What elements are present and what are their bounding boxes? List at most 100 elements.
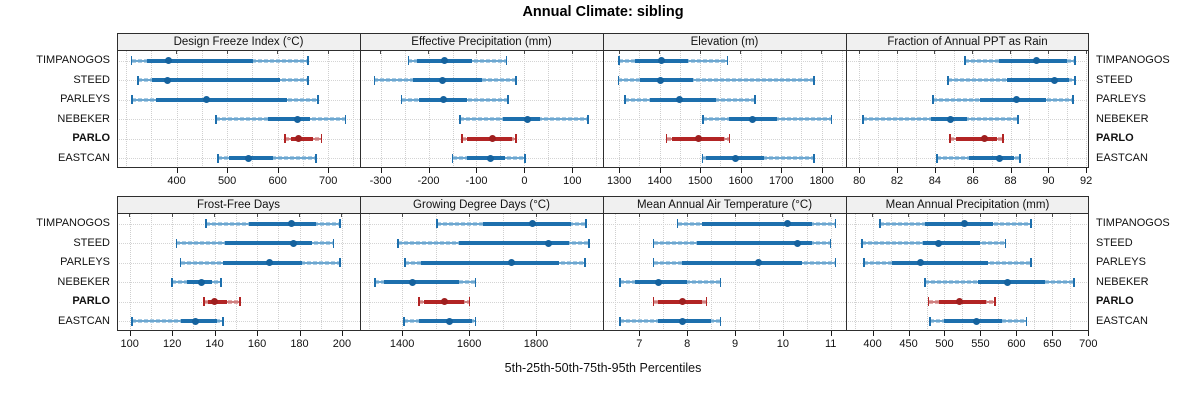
axis-tick-top (176, 51, 178, 54)
range-line (618, 79, 814, 82)
axis-tick (980, 331, 982, 336)
whisker-cap-low (619, 277, 621, 287)
median-dot (446, 317, 454, 325)
panel-separator (359, 33, 361, 168)
gridline-vertical (980, 214, 982, 331)
axis-tick (1088, 331, 1090, 336)
whisker-cap-low (175, 238, 178, 248)
whisker-cap-high (1019, 153, 1021, 163)
axis-tick-top (571, 51, 573, 54)
whisker-cap-high (1029, 219, 1032, 229)
axis-tick-label: 1600 (728, 175, 753, 187)
gridline-vertical (915, 51, 917, 168)
whisker-cap-low (676, 219, 679, 229)
whisker-cap-low (436, 219, 438, 229)
axis-tick (1016, 331, 1018, 336)
median-dot (793, 239, 801, 247)
gridline-vertical (320, 214, 322, 331)
median-dot (678, 298, 686, 306)
gridline-vertical (659, 51, 661, 168)
axis-tick-top (277, 51, 279, 54)
median-dot (198, 278, 206, 286)
whisker-cap-low (947, 75, 949, 85)
gridline-vertical (1016, 214, 1018, 331)
panel-elevation-m (603, 51, 846, 168)
whisker-cap-low (373, 75, 376, 85)
axis-tick (536, 331, 538, 336)
site-label-right-parlo: PARLO (1096, 132, 1134, 145)
iqr-band-25-75 (1006, 78, 1070, 83)
median-dot (678, 317, 686, 325)
whisker-cap-low (459, 114, 461, 124)
iqr-band-25-75 (467, 156, 505, 161)
axis-tick-label: 7 (636, 338, 643, 350)
axis-tick-top (226, 51, 228, 54)
axis-tick (328, 168, 330, 173)
whisker-cap-high (222, 316, 224, 326)
site-label-left-parlo: PARLO (72, 295, 110, 308)
gridline-vertical (801, 51, 803, 168)
axis-tick-label: 650 (1043, 338, 1062, 350)
whisker-cap-high (834, 258, 837, 268)
iqr-band-25-75 (248, 221, 317, 226)
site-label-right-parleys: PARLEYS (1096, 93, 1146, 106)
whisker-cap-low (131, 316, 133, 326)
whisker-cap-low (205, 219, 207, 229)
median-dot (529, 220, 537, 228)
site-label-right-nebeker: NEBEKER (1096, 112, 1149, 125)
whisker-cap-low (617, 75, 620, 85)
axis-tick (380, 168, 382, 173)
median-dot (165, 57, 173, 65)
gridline-vertical (548, 51, 550, 168)
chart-title: Annual Climate: sibling (522, 4, 684, 20)
gridline-vertical (435, 214, 437, 331)
gridline-vertical (859, 51, 861, 168)
gridline-vertical (500, 51, 502, 168)
whisker-cap-low (929, 316, 931, 326)
axis-tick-label: 400 (863, 338, 882, 350)
axis-tick-top (428, 51, 430, 54)
gridline-vertical (841, 51, 843, 168)
axis-tick-top (475, 51, 477, 54)
axis-tick-top (734, 214, 736, 217)
iqr-band-25-75 (968, 156, 1015, 161)
whisker-cap-high (344, 114, 347, 124)
whisker-cap-high (705, 297, 708, 307)
axis-tick-top (943, 214, 945, 217)
gridline-vertical (572, 51, 574, 168)
axis-tick-label: -100 (465, 175, 488, 187)
gridline-vertical (1010, 51, 1012, 168)
axis-tick-label: 82 (890, 175, 904, 187)
iqr-band-25-75 (922, 241, 981, 246)
whisker-cap-high (1074, 75, 1076, 85)
whisker-cap-high (524, 153, 526, 163)
whisker-cap-high (994, 297, 996, 307)
axis-tick (1048, 168, 1050, 173)
whisker-cap-low (403, 316, 405, 326)
whisker-cap-low (203, 297, 205, 307)
site-label-right-timpanogos: TIMPANOGOS (1096, 217, 1170, 230)
axis-tick (908, 331, 910, 336)
median-dot (956, 298, 964, 306)
median-dot (266, 259, 274, 267)
gridline-vertical (428, 51, 430, 168)
axis-tick-label: 8 (684, 338, 691, 350)
whisker-cap-low (702, 114, 704, 124)
whisker-cap-low (862, 114, 864, 124)
whisker-cap-high (834, 219, 837, 229)
whisker-cap-low (407, 56, 410, 66)
median-dot (523, 115, 531, 123)
median-dot (508, 259, 516, 267)
whisker-cap-low (652, 238, 655, 248)
gridline-vertical (368, 214, 370, 331)
axis-tick-top (896, 51, 898, 54)
gridline-vertical (687, 214, 689, 331)
whisker-cap-high (332, 238, 335, 248)
gridline-vertical (569, 214, 571, 331)
whisker-cap-high (728, 134, 731, 144)
median-dot (1050, 76, 1058, 84)
axis-tick-top (699, 51, 701, 54)
site-label-right-steed: STEED (1096, 73, 1133, 86)
gridline-vertical (998, 214, 1000, 331)
whisker-cap-low (652, 297, 655, 307)
